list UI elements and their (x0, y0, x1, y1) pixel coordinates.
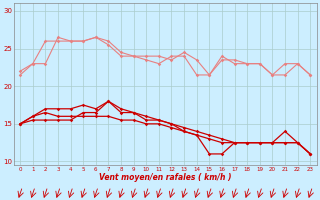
X-axis label: Vent moyen/en rafales ( km/h ): Vent moyen/en rafales ( km/h ) (99, 173, 231, 182)
